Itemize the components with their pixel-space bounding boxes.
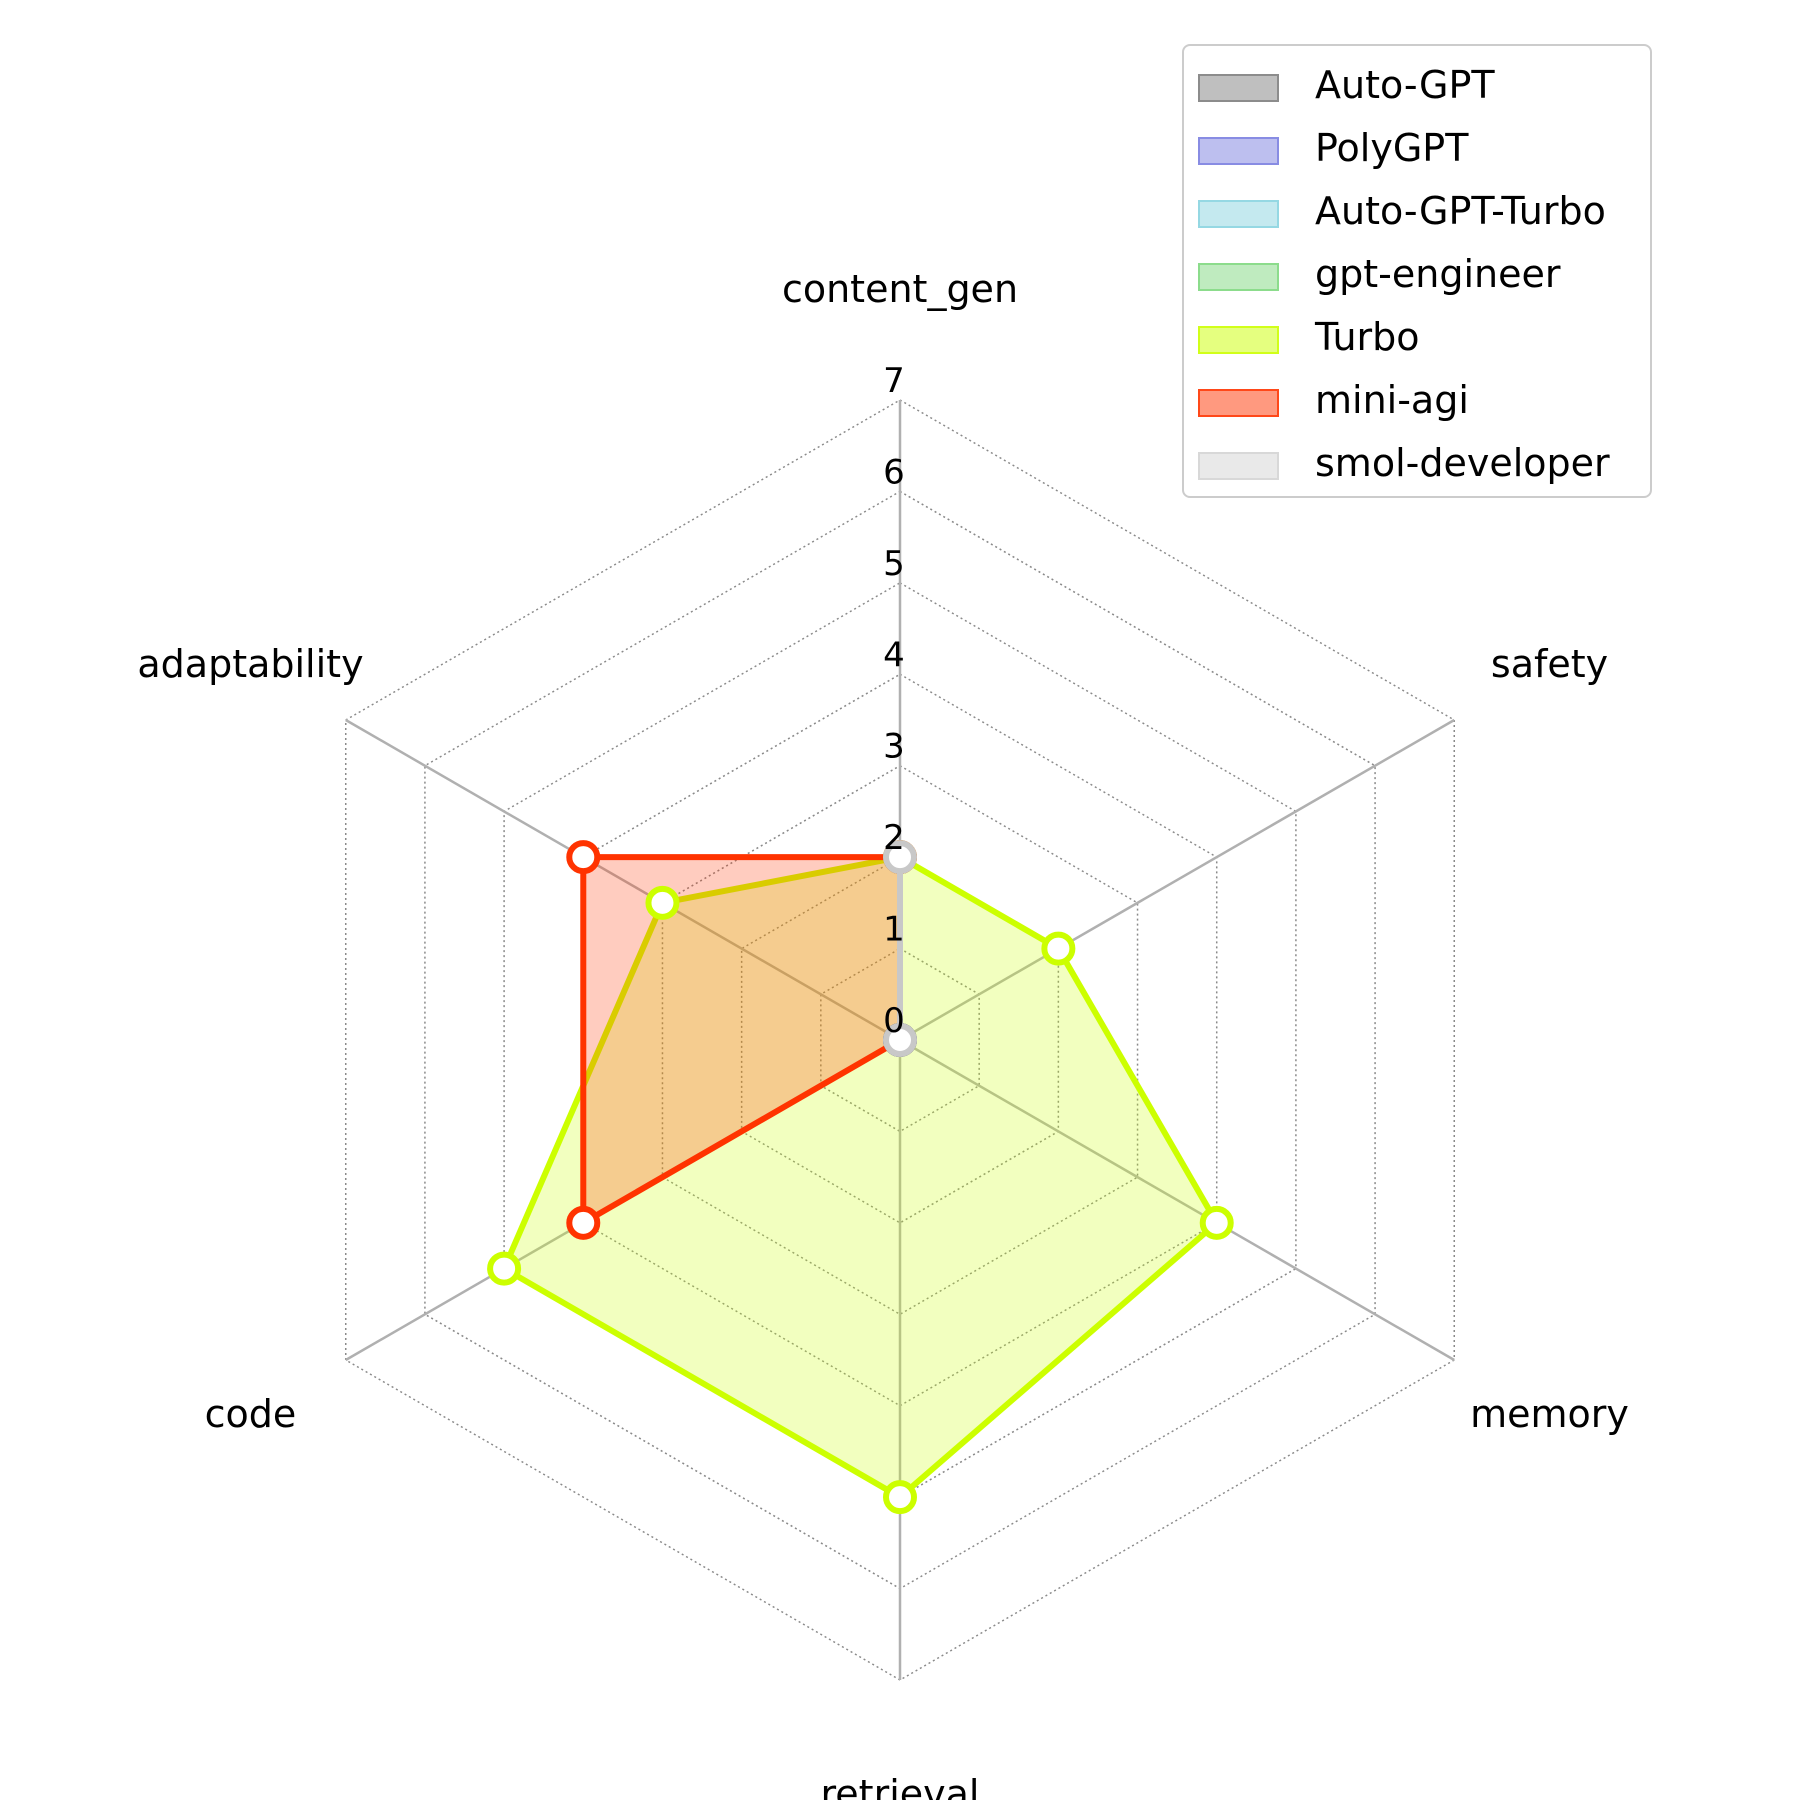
legend-label: smol-developer bbox=[1315, 441, 1610, 485]
r-tick-label-7: 7 bbox=[883, 361, 905, 401]
series-point-Turbo-retrieval bbox=[883, 1480, 917, 1515]
series-point-Turbo-safety bbox=[1041, 931, 1076, 966]
r-tick-label-4: 4 bbox=[883, 635, 905, 675]
legend-swatch bbox=[1198, 263, 1279, 291]
series-point-Turbo-code bbox=[487, 1251, 522, 1286]
legend-swatch bbox=[1198, 74, 1279, 102]
r-tick-label-2: 2 bbox=[883, 818, 905, 858]
axis-label-retrieval: retrieval bbox=[821, 1772, 980, 1800]
axis-label-adaptability: adaptability bbox=[137, 642, 363, 686]
r-tick-label-3: 3 bbox=[883, 727, 905, 767]
legend-item: Auto-GPT-Turbo bbox=[1184, 184, 1650, 247]
series-point-Turbo-adaptability bbox=[645, 885, 680, 920]
legend-label: Turbo bbox=[1315, 315, 1420, 359]
axis-spoke-memory bbox=[899, 1038, 1455, 1362]
legend-item: Auto-GPT bbox=[1184, 58, 1650, 121]
legend-swatch bbox=[1198, 200, 1279, 228]
axis-label-content_gen: content_gen bbox=[782, 267, 1018, 311]
axis-label-memory: memory bbox=[1470, 1392, 1629, 1436]
series-point-Auto-GPT-center bbox=[883, 1023, 917, 1057]
r-tick-label-1: 1 bbox=[883, 910, 905, 950]
legend-label: gpt-engineer bbox=[1315, 252, 1561, 296]
legend-item: mini-agi bbox=[1184, 373, 1650, 436]
axis-label-code: code bbox=[205, 1392, 297, 1436]
legend-swatch bbox=[1198, 326, 1279, 354]
legend-swatch bbox=[1198, 452, 1279, 480]
legend-swatch bbox=[1198, 137, 1279, 165]
series-area-Turbo bbox=[504, 857, 1217, 1498]
series-point-Auto-GPT-top bbox=[883, 840, 917, 875]
legend-item: gpt-engineer bbox=[1184, 247, 1650, 310]
axis-label-safety: safety bbox=[1491, 642, 1608, 686]
legend-label: mini-agi bbox=[1315, 378, 1469, 422]
r-tick-label-0: 0 bbox=[883, 1001, 905, 1041]
legend-item: PolyGPT bbox=[1184, 121, 1650, 184]
series-point-mini-agi-code bbox=[566, 1205, 601, 1240]
series-point-mini-agi-adaptability bbox=[566, 840, 601, 875]
r-tick-label-6: 6 bbox=[883, 452, 905, 492]
series-point-Turbo-memory bbox=[1199, 1205, 1234, 1240]
legend-item: Turbo bbox=[1184, 310, 1650, 373]
legend-swatch bbox=[1198, 389, 1279, 417]
legend-label: PolyGPT bbox=[1315, 126, 1469, 170]
legend-label: Auto-GPT-Turbo bbox=[1315, 189, 1606, 233]
legend-item: smol-developer bbox=[1184, 436, 1650, 499]
axis-spoke-adaptability bbox=[345, 718, 901, 1042]
legend-label: Auto-GPT bbox=[1315, 63, 1495, 107]
axis-spoke-safety bbox=[899, 718, 1455, 1042]
r-tick-label-5: 5 bbox=[883, 544, 905, 584]
series-area-mini-agi bbox=[583, 857, 900, 1223]
legend: Auto-GPT PolyGPT Auto-GPT-Turbo gpt-enginee… bbox=[1182, 44, 1652, 498]
radar-series bbox=[487, 840, 1234, 1515]
